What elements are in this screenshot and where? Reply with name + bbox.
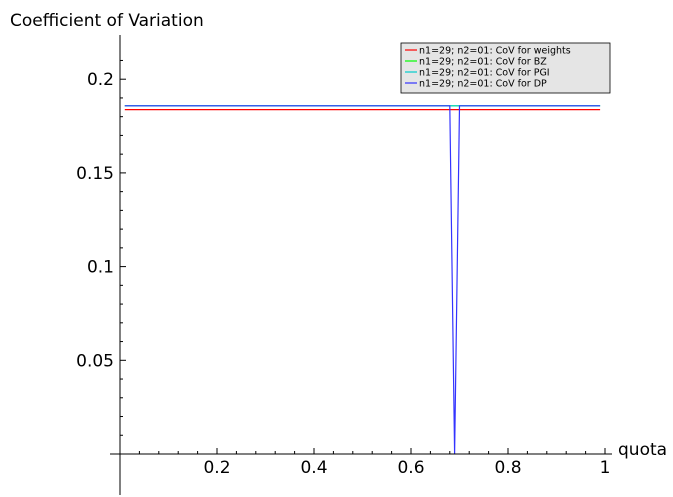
x-tick-label: 0.8 bbox=[494, 458, 521, 478]
x-tick-label: 1 bbox=[600, 458, 611, 478]
y-tick-label: 0.15 bbox=[76, 164, 114, 184]
axes bbox=[110, 35, 612, 495]
y-tick-label: 0.05 bbox=[76, 351, 114, 371]
legend-label: n1=29; n2=01: CoV for weights bbox=[419, 46, 571, 57]
legend-label: n1=29; n2=01: CoV for BZ bbox=[419, 57, 547, 68]
x-axis-label: quota bbox=[618, 440, 667, 460]
x-tick-label: 0.4 bbox=[300, 458, 327, 478]
y-tick-label: 0.2 bbox=[87, 70, 114, 90]
legend-box bbox=[400, 42, 611, 94]
legend-label: n1=29; n2=01: CoV for PGI bbox=[419, 68, 550, 79]
series-line-4 bbox=[124, 105, 601, 455]
y-tick-label: 0.1 bbox=[87, 258, 114, 278]
legend-label: n1=29; n2=01: CoV for DP bbox=[419, 79, 547, 90]
y-axis-label: Coefficient of Variation bbox=[10, 11, 204, 31]
plot-area bbox=[124, 105, 601, 455]
ticks: 0.2 0.4 0.6 0.8 1 0.05 0.1 0.15 0.2 bbox=[76, 59, 611, 478]
x-tick-label: 0.6 bbox=[397, 458, 424, 478]
x-tick-label: 0.2 bbox=[203, 458, 230, 478]
